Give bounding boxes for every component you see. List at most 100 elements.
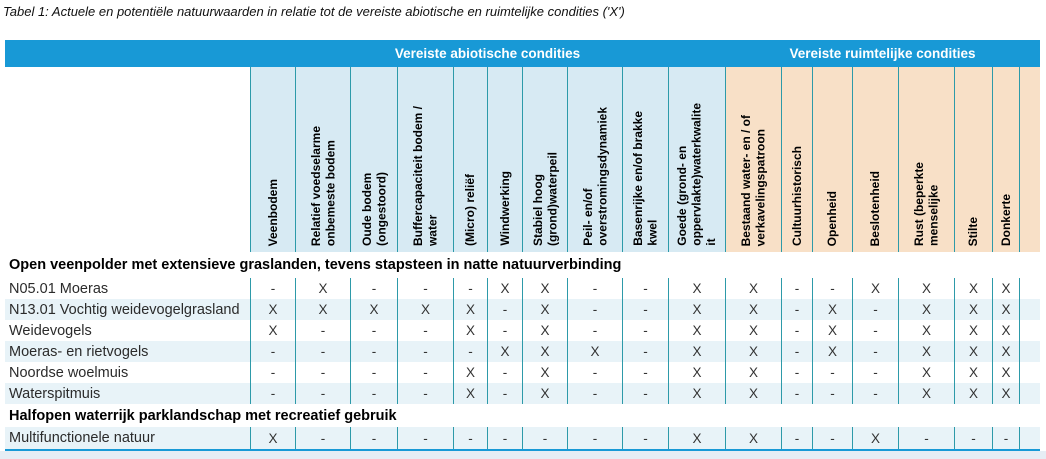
table-row: Multifunctionele natuur X - - - - - - - - X X - - X - - -: [5, 427, 1040, 449]
matrix-cell: [1019, 383, 1040, 404]
column-header-label: Oude bodem (ongestoord): [359, 172, 388, 246]
matrix-cell: X: [725, 427, 781, 449]
column-header: Buffercapaciteit bodem / water: [397, 67, 453, 252]
matrix-cell: -: [350, 427, 397, 449]
row-label: Weidevogels: [9, 322, 92, 339]
column-header: Windwerking: [487, 67, 522, 252]
column-header: Basenrijke en/of brakke kwel: [622, 67, 668, 252]
matrix-cell: -: [250, 383, 295, 404]
matrix-cell: X: [992, 362, 1019, 383]
matrix-cell: [1019, 362, 1040, 383]
matrix-cell: -: [350, 383, 397, 404]
matrix-cell: X: [668, 341, 725, 362]
matrix-cell: X: [812, 320, 852, 341]
group-header-bar: Vereiste abiotische condities Vereiste r…: [5, 40, 1040, 67]
matrix-cell: -: [812, 362, 852, 383]
matrix-cell: X: [954, 299, 992, 320]
matrix-cell: X: [522, 278, 567, 299]
matrix-cell: X: [397, 299, 453, 320]
matrix-cell: -: [453, 427, 487, 449]
matrix-cell: -: [295, 383, 350, 404]
matrix-cell: X: [487, 341, 522, 362]
table-body: Open veenpolder met extensieve graslande…: [5, 252, 1040, 449]
matrix-cell: X: [250, 427, 295, 449]
column-header-label: Beslotenheid: [868, 170, 883, 246]
section-header: Open veenpolder met extensieve graslande…: [5, 252, 1040, 278]
matrix-cell: -: [781, 427, 812, 449]
table-caption: Tabel 1: Actuele en potentiële natuurwaa…: [3, 4, 625, 19]
matrix-cell: -: [781, 383, 812, 404]
column-header-label: Relatief voedselarme onbemeste bodem: [308, 125, 337, 246]
bottom-strip: [0, 451, 1046, 459]
matrix-cell: X: [295, 278, 350, 299]
matrix-cell: -: [781, 278, 812, 299]
matrix-cell: X: [898, 320, 954, 341]
matrix-cell: [1019, 427, 1040, 449]
matrix-cell: X: [992, 278, 1019, 299]
matrix-cell: -: [250, 278, 295, 299]
matrix-cell: -: [898, 427, 954, 449]
column-header: Cultuurhistorisch: [781, 67, 812, 252]
matrix-cell: -: [487, 320, 522, 341]
matrix-cell: -: [453, 341, 487, 362]
row-label: N05.01 Moeras: [9, 280, 109, 297]
matrix-cell: X: [852, 278, 898, 299]
matrix-cell: -: [852, 320, 898, 341]
matrix-cell: X: [992, 320, 1019, 341]
matrix-cell: X: [668, 362, 725, 383]
matrix-cell: X: [852, 427, 898, 449]
column-header-label: Openheid: [825, 190, 840, 246]
table-row: Weidevogels X - - - X - X - - X X - X - X X X: [5, 320, 1040, 341]
column-header-label: Stabiel hoog (grond)waterpeil: [530, 151, 559, 246]
matrix-cell: -: [397, 383, 453, 404]
matrix-cell: -: [487, 427, 522, 449]
column-header-label: Veenbodem: [265, 178, 280, 246]
matrix-cell: -: [852, 299, 898, 320]
row-label: Multifunctionele natuur: [9, 430, 155, 446]
matrix-cell: X: [522, 362, 567, 383]
matrix-cell: -: [622, 320, 668, 341]
matrix-cell: -: [487, 362, 522, 383]
matrix-cell: X: [250, 320, 295, 341]
matrix-cell: X: [487, 278, 522, 299]
matrix-cell: -: [781, 341, 812, 362]
matrix-cell: X: [250, 299, 295, 320]
matrix-cell: X: [668, 427, 725, 449]
column-header-label: Windwerking: [497, 171, 512, 246]
matrix-cell: X: [453, 299, 487, 320]
matrix-cell: X: [898, 278, 954, 299]
section-header: Halfopen waterrijk parklandschap met rec…: [5, 404, 1040, 427]
column-header: Veenbodem: [250, 67, 295, 252]
matrix-cell: -: [622, 383, 668, 404]
matrix-cell: X: [954, 341, 992, 362]
column-header: Stabiel hoog (grond)waterpeil: [522, 67, 567, 252]
matrix-cell: -: [781, 320, 812, 341]
row-label-column-header: [5, 67, 250, 252]
matrix-cell: X: [954, 278, 992, 299]
matrix-cell: -: [992, 427, 1019, 449]
table-row: N13.01 Vochtig weidevogelgrasland X X X X X - X…: [5, 299, 1040, 320]
matrix-cell: -: [852, 341, 898, 362]
matrix-cell: -: [295, 362, 350, 383]
table-row: N05.01 Moeras - X - - - X X - - X X - - X X X X: [5, 278, 1040, 299]
matrix-cell: X: [725, 383, 781, 404]
matrix-cell: -: [852, 383, 898, 404]
matrix-cell: X: [567, 341, 622, 362]
matrix-cell: -: [350, 362, 397, 383]
matrix-cell: [1019, 299, 1040, 320]
matrix-cell: X: [350, 299, 397, 320]
matrix-cell: X: [992, 299, 1019, 320]
matrix-cell: -: [522, 427, 567, 449]
matrix-cell: X: [812, 299, 852, 320]
matrix-cell: [1019, 320, 1040, 341]
column-header-label: Bestaand water- en / of verkavelingspatr…: [739, 114, 768, 246]
column-header: Relatief voedselarme onbemeste bodem: [295, 67, 350, 252]
matrix-cell: -: [567, 299, 622, 320]
matrix-cell: -: [812, 427, 852, 449]
matrix-cell: X: [898, 383, 954, 404]
matrix-cell: X: [954, 362, 992, 383]
matrix-cell: [1019, 278, 1040, 299]
matrix-cell: -: [622, 278, 668, 299]
matrix-cell: [1019, 341, 1040, 362]
